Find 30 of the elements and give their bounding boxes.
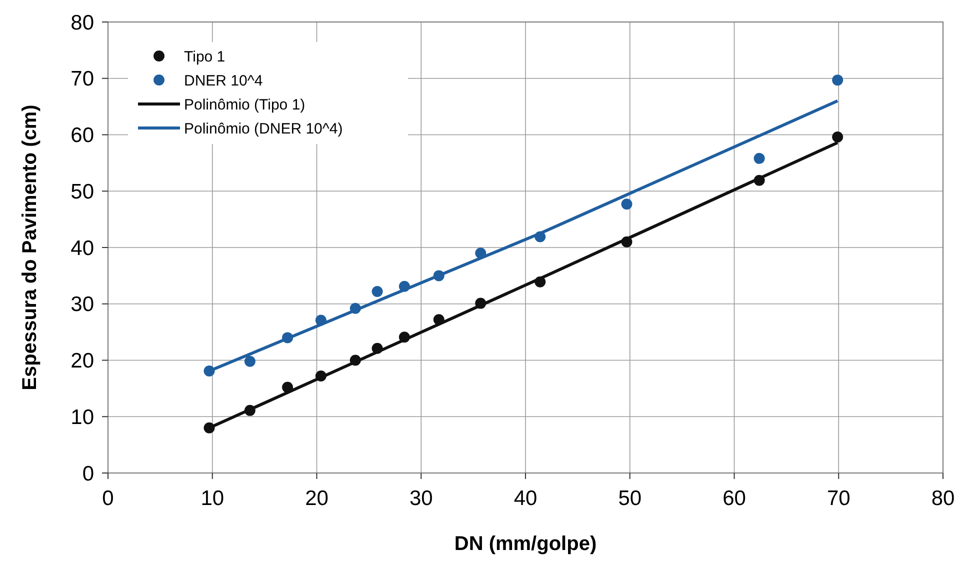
x-tick-label: 30 [409,487,433,510]
x-tick-label: 0 [102,487,114,510]
legend-label: Polinômio (DNER 10^4) [184,120,343,138]
x-tick-label: 10 [200,487,224,510]
y-tick-label: 30 [70,293,94,316]
legend-label: Polinômio (Tipo 1) [184,96,306,114]
x-tick-label: 70 [826,487,850,510]
y-tick-label: 60 [70,124,94,148]
x-tick-label: 60 [722,487,746,510]
y-tick-label: 10 [70,406,94,429]
y-tick-label: 40 [70,236,94,260]
point [621,198,632,210]
point [832,132,844,143]
point [832,74,844,86]
x-tick-label: 20 [305,487,328,510]
x-tick-label: 80 [931,487,955,510]
point [244,356,256,367]
y-tick-label: 50 [70,180,94,204]
legend-label: DNER 10^4 [184,72,263,90]
y-tick-label: 20 [70,350,94,373]
point [754,152,765,164]
x-tick-label: 40 [514,487,538,510]
legend-label: Tipo 1 [184,48,226,66]
y-tick-label: 80 [70,11,94,34]
y-tick-label: 70 [70,68,94,91]
x-tick-label: 50 [618,487,642,510]
point [372,286,383,297]
y-tick-label: 0 [82,462,94,486]
y-axis-title: Espessura do Pavimento (cm) [19,104,41,390]
x-axis-title: DN (mm/golpe) [454,533,597,555]
